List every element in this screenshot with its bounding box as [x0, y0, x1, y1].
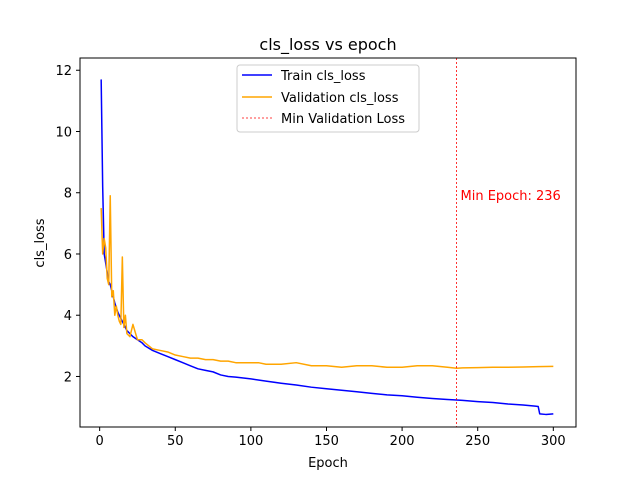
x-tick-label: 200: [390, 434, 415, 449]
legend-train-label: Train cls_loss: [280, 69, 366, 84]
y-tick-label: 2: [64, 370, 72, 385]
legend: Train cls_loss Validation cls_loss Min V…: [237, 65, 419, 132]
legend-validation-label: Validation cls_loss: [281, 91, 399, 106]
min-epoch-annotation: Min Epoch: 236: [461, 189, 561, 204]
y-tick-label: 6: [64, 248, 72, 263]
x-tick-label: 0: [96, 434, 104, 449]
y-tick-label: 4: [64, 309, 72, 324]
x-tick-label: 250: [465, 434, 490, 449]
x-tick-label: 100: [238, 434, 263, 449]
y-tick-label: 12: [55, 64, 72, 79]
legend-min-label: Min Validation Loss: [281, 112, 405, 127]
x-tick-label: 300: [541, 434, 566, 449]
x-tick-label: 50: [167, 434, 184, 449]
x-tick-label: 150: [314, 434, 339, 449]
y-axis-label: cls_loss: [33, 218, 48, 267]
y-tick-label: 8: [64, 187, 72, 202]
chart-title: cls_loss vs epoch: [259, 35, 396, 55]
y-tick-label: 10: [55, 125, 72, 140]
x-axis-label: Epoch: [308, 456, 348, 471]
